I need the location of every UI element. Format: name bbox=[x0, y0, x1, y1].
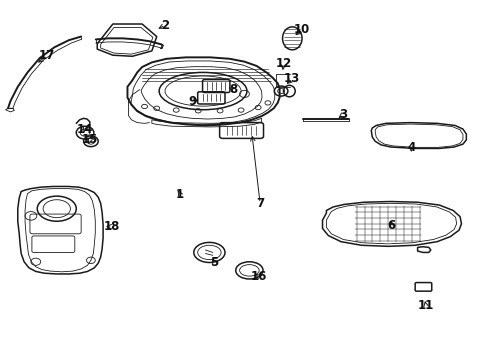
Text: 7: 7 bbox=[256, 197, 264, 210]
Text: 17: 17 bbox=[39, 49, 55, 62]
Text: 3: 3 bbox=[338, 108, 346, 121]
Text: 10: 10 bbox=[293, 23, 309, 36]
Text: 9: 9 bbox=[188, 95, 196, 108]
Text: 8: 8 bbox=[229, 83, 237, 96]
Text: 18: 18 bbox=[103, 220, 120, 233]
Text: 2: 2 bbox=[161, 19, 169, 32]
Text: 4: 4 bbox=[407, 140, 414, 153]
Text: 11: 11 bbox=[417, 299, 433, 312]
Text: 16: 16 bbox=[250, 270, 267, 283]
Text: 13: 13 bbox=[284, 72, 300, 85]
Text: 12: 12 bbox=[275, 57, 291, 70]
Text: 5: 5 bbox=[210, 256, 218, 269]
Text: 15: 15 bbox=[81, 133, 98, 146]
Text: 14: 14 bbox=[76, 123, 93, 136]
Text: 1: 1 bbox=[176, 188, 184, 201]
Text: 6: 6 bbox=[387, 219, 395, 233]
